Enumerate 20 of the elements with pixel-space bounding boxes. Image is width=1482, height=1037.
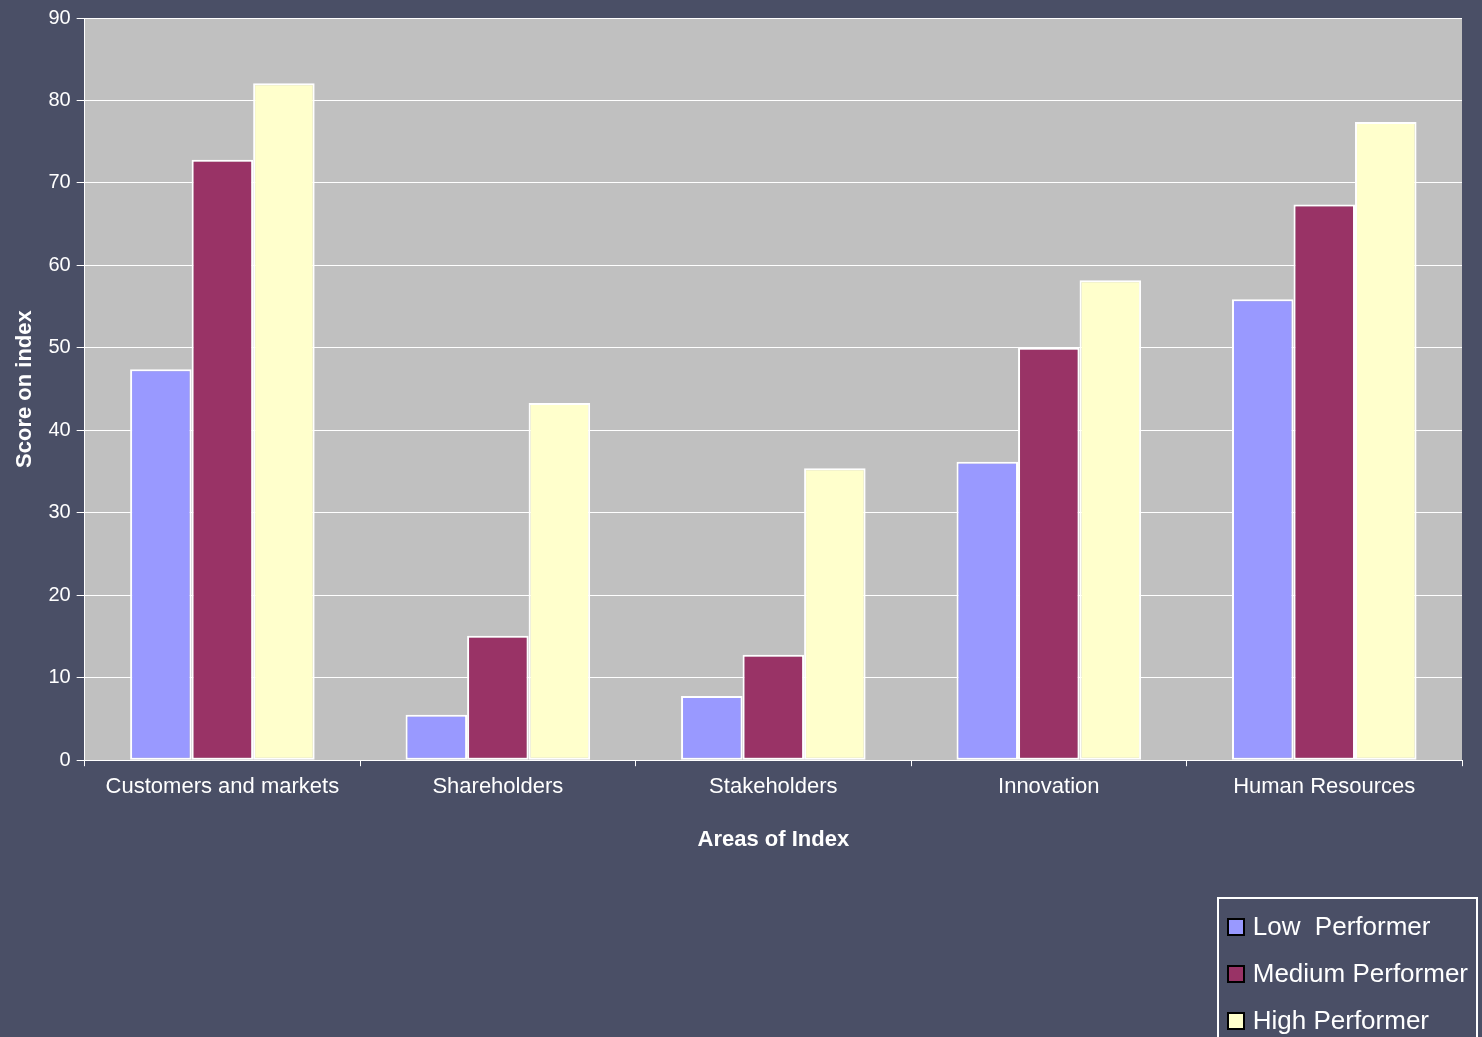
x-tick-label: Innovation: [998, 773, 1100, 799]
legend-label: Medium Performer: [1251, 957, 1468, 990]
y-tick-label: 40: [48, 417, 71, 440]
x-tick-label: Human Resources: [1233, 773, 1416, 799]
y-tick-label: 10: [48, 665, 71, 688]
x-axis-title: Areas of Index: [697, 825, 850, 851]
y-tick-label: 30: [48, 500, 71, 523]
legend-label: Low Performer: [1251, 910, 1432, 943]
x-tick-label: Shareholders: [432, 773, 564, 799]
x-tick-label: Customers and markets: [105, 773, 340, 799]
legend-label: High Performer: [1251, 1004, 1430, 1037]
y-tick-label: 50: [48, 335, 71, 358]
x-tick-label: Stakeholders: [709, 773, 838, 799]
y-axis-title: Score on index: [11, 309, 37, 468]
y-tick-label: 80: [48, 87, 71, 110]
y-tick-label: 70: [48, 170, 71, 193]
y-tick-label: 90: [48, 5, 71, 28]
y-tick-label: 20: [48, 582, 71, 605]
y-tick-label: 60: [48, 252, 71, 275]
y-tick-label: 0: [59, 747, 71, 770]
